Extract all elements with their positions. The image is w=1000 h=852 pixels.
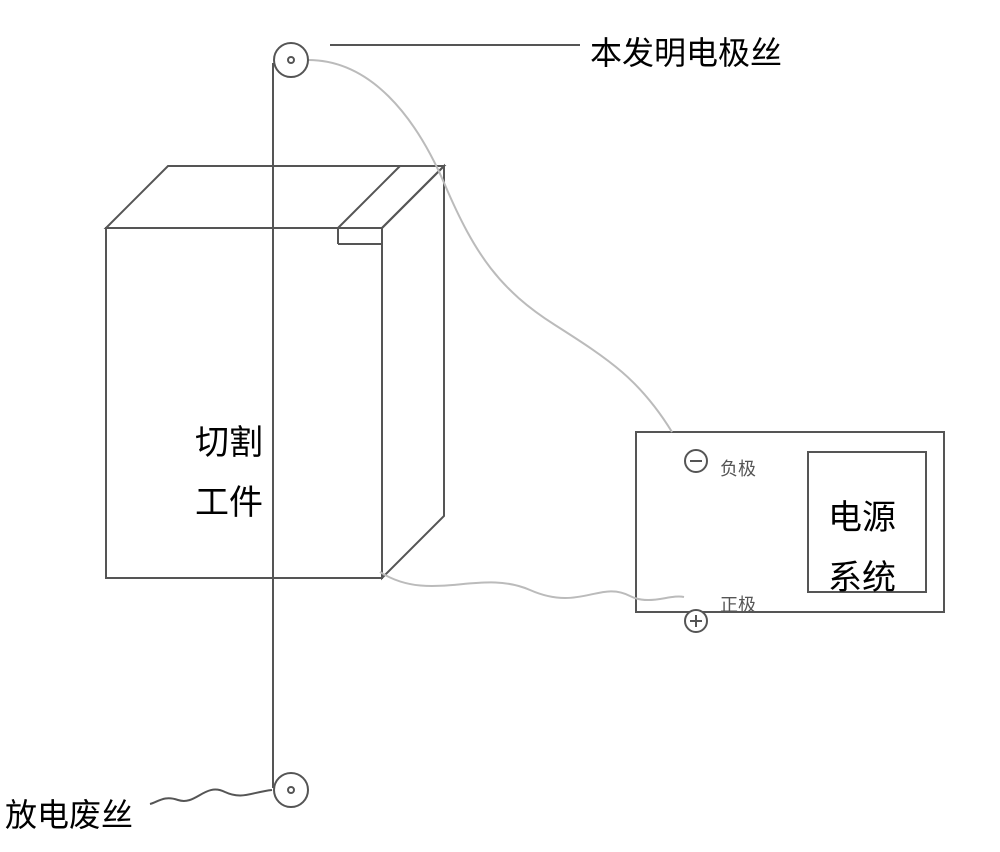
top-roller bbox=[273, 42, 309, 78]
negative-terminal-icon bbox=[684, 449, 708, 473]
workpiece-label-line1: 切割 bbox=[195, 415, 263, 464]
diagram-canvas: 本发明电极丝 放电废丝 切割 工件 电源 系统 负极 正极 bbox=[0, 0, 1000, 852]
electrode-wire-label: 本发明电极丝 bbox=[590, 28, 782, 74]
power-label-line2: 系统 bbox=[828, 550, 896, 599]
waste-wire-label: 放电废丝 bbox=[5, 790, 133, 836]
negative-terminal-label: 负极 bbox=[720, 455, 756, 481]
positive-terminal-icon bbox=[684, 609, 708, 633]
workpiece-label-line2: 工件 bbox=[195, 475, 263, 524]
power-label-line1: 电源 bbox=[828, 490, 896, 539]
svg-layer bbox=[0, 0, 1000, 852]
bottom-roller bbox=[273, 772, 309, 808]
positive-terminal-label: 正极 bbox=[720, 591, 756, 617]
